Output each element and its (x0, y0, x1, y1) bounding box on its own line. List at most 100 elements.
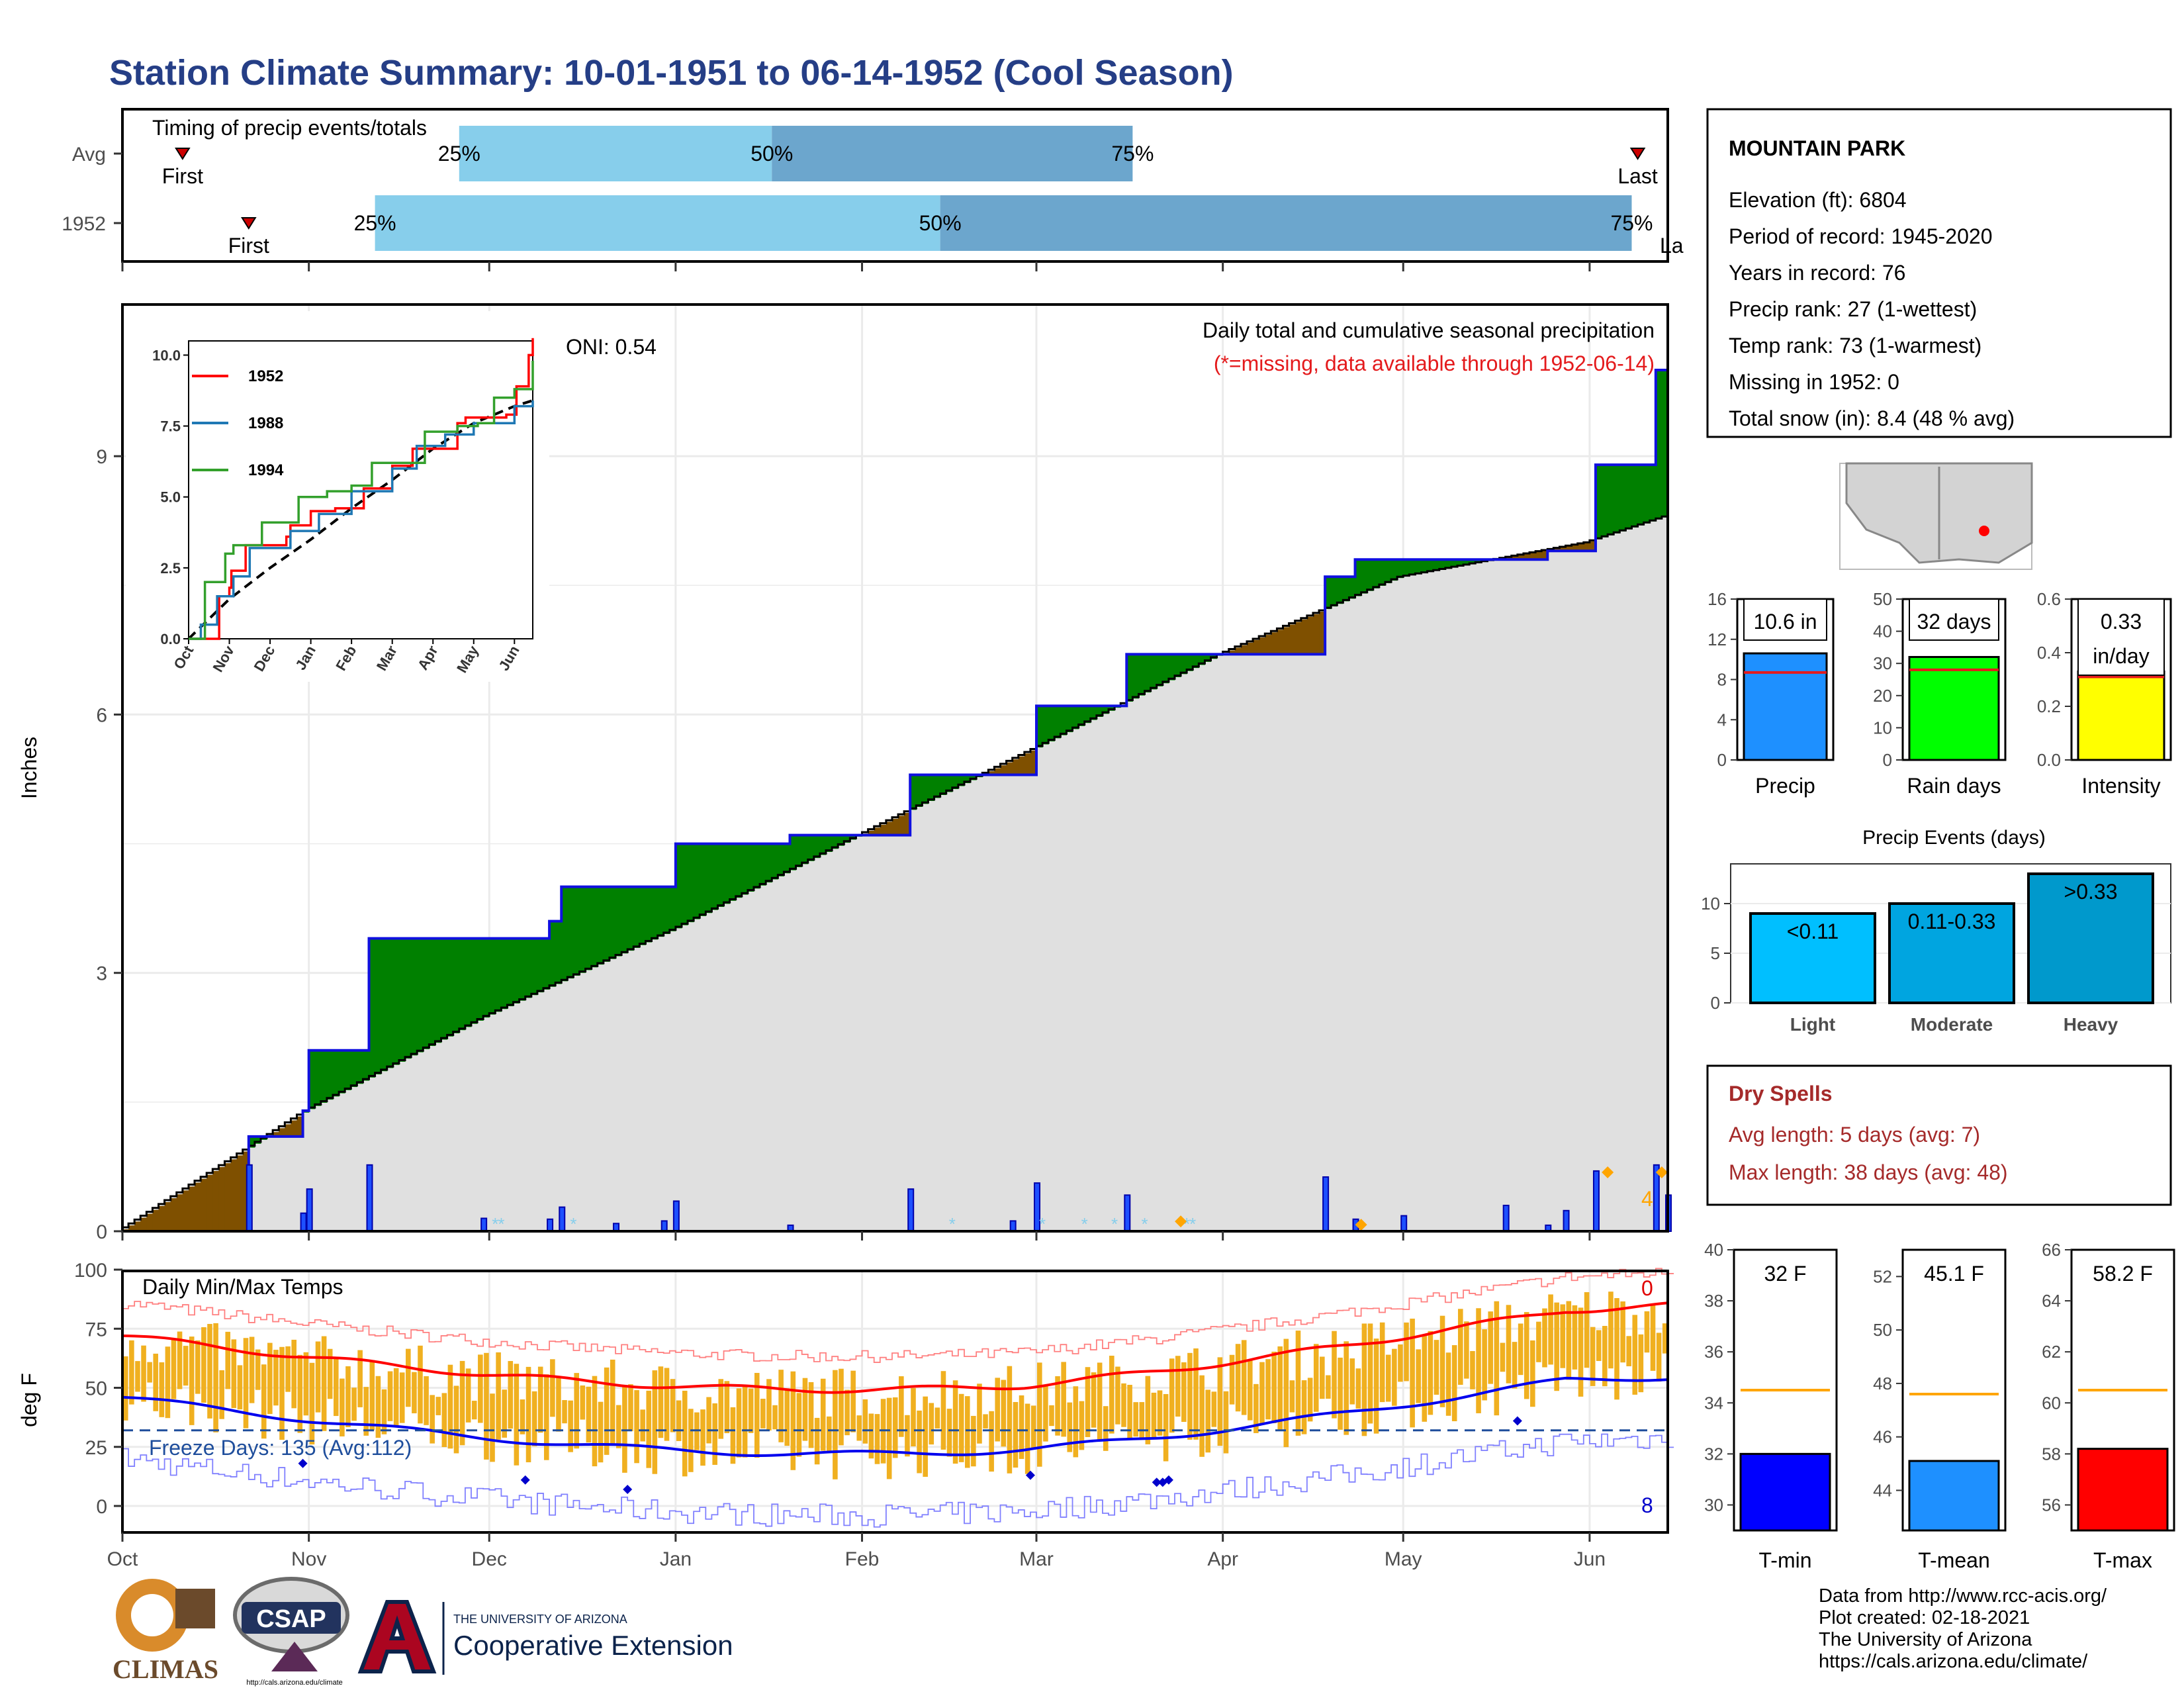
summary-tick-label: 16 (1707, 589, 1727, 609)
surplus-segment (1355, 559, 1362, 596)
daily-temp-bar (171, 1338, 177, 1399)
surplus-segment (741, 843, 749, 895)
surplus-segment (1409, 559, 1416, 575)
snow-total-marker (1602, 1166, 1614, 1179)
daily-temp-bar (177, 1331, 183, 1389)
daily-temp-bar (1079, 1401, 1085, 1450)
timing-p50: 50% (751, 142, 793, 165)
deficit-segment (296, 1116, 304, 1137)
climas-bar (175, 1589, 215, 1628)
temp-frame (121, 1270, 1669, 1534)
daily-temp-bar (297, 1354, 303, 1433)
deficit-segment (1319, 611, 1326, 655)
daily-temp-bar (1608, 1291, 1614, 1369)
daily-temp-bar (550, 1359, 555, 1417)
surplus-segment (1433, 559, 1440, 571)
min-count: 8 (1641, 1493, 1653, 1517)
daily-temp-bar (1512, 1342, 1518, 1389)
snow-total-marker (1175, 1215, 1187, 1228)
daily-temp-bar (165, 1346, 171, 1419)
daily-temp-bar (1253, 1383, 1259, 1433)
daily-temp-bar (267, 1342, 273, 1415)
daily-temp-bar (321, 1336, 327, 1431)
daily-temp-bar (1289, 1380, 1295, 1413)
daily-precip-bar (1563, 1209, 1570, 1232)
station-info-line: Years in record: 76 (1729, 261, 1905, 285)
daily-temp-bar (1175, 1356, 1181, 1417)
daily-temp-bar (447, 1364, 453, 1449)
tempbar-value-label: 32 F (1764, 1262, 1806, 1286)
daily-temp-bar (946, 1409, 952, 1457)
surplus-segment (729, 843, 737, 901)
surplus-segment (1385, 559, 1392, 584)
surplus-segment (1126, 654, 1133, 702)
record-low-marker (1163, 1475, 1173, 1485)
daily-temp-bar (537, 1366, 543, 1433)
daily-temp-bar (1115, 1366, 1120, 1425)
daily-temp-bar (1169, 1358, 1175, 1433)
surplus-segment (525, 938, 532, 998)
summary-value-label: 32 days (1917, 610, 1991, 633)
daily-temp-bar (934, 1407, 940, 1429)
daily-temp-bar (562, 1400, 567, 1424)
surplus-segment (1631, 465, 1639, 528)
daily-temp-bar (917, 1410, 922, 1474)
summary-tick-label: 20 (1873, 686, 1892, 706)
daily-precip-bar (907, 1188, 915, 1233)
daily-temp-bar (141, 1345, 146, 1402)
daily-temp-bar (827, 1416, 832, 1452)
daily-temp-bar (1506, 1305, 1512, 1383)
deficit-segment (158, 1205, 165, 1231)
event-bar-label: <0.11 (1787, 919, 1839, 943)
first-label: First (162, 164, 203, 188)
dry-title: Dry Spells (1729, 1082, 1833, 1105)
tempbar-tick-label: 66 (2042, 1240, 2061, 1260)
daily-temp-bar (1458, 1309, 1463, 1385)
daily-temp-bar (231, 1339, 237, 1409)
deficit-segment (1247, 642, 1253, 655)
daily-temp-bar (586, 1386, 592, 1443)
daily-precip-bar (1322, 1176, 1330, 1232)
event-bar-name: Light (1790, 1014, 1835, 1035)
surplus-segment (314, 1050, 322, 1106)
snow-total-marker (1655, 1166, 1668, 1179)
surplus-segment (1391, 559, 1398, 581)
surplus-segment (669, 886, 676, 931)
deficit-segment (242, 1151, 250, 1231)
daily-temp-bar (1049, 1405, 1054, 1427)
timing-bar-25-50 (375, 195, 940, 251)
surplus-segment (1649, 465, 1657, 522)
daily-temp-bar (129, 1340, 134, 1405)
surplus-segment (1168, 654, 1175, 680)
snow-total-marker (1355, 1219, 1367, 1231)
daily-temp-bar (381, 1389, 387, 1434)
deficit-segment (1559, 547, 1567, 551)
surplus-segment (1174, 654, 1181, 677)
surplus-segment (332, 1050, 340, 1097)
daily-temp-bar (706, 1397, 711, 1444)
surplus-segment (1619, 465, 1627, 532)
surplus-segment (1403, 559, 1410, 577)
timing-row-label: 1952 (62, 213, 106, 235)
tempbar-tick-label: 34 (1704, 1393, 1723, 1413)
daily-temp-bar (730, 1407, 736, 1464)
daily-temp-bar (249, 1336, 255, 1403)
daily-temp-bar (1584, 1292, 1590, 1368)
tempbar-T-min (1739, 1452, 1831, 1532)
ua-a-mark (357, 1600, 437, 1673)
summary-bar-Precip (1743, 652, 1828, 761)
first-marker (240, 217, 257, 230)
record-low-marker (623, 1485, 633, 1495)
daily-temp-bar (940, 1371, 946, 1450)
daily-temp-bar (820, 1378, 826, 1451)
surplus-segment (308, 1050, 316, 1109)
temp-ytick-label: 75 (85, 1319, 107, 1340)
surplus-segment (1361, 559, 1368, 594)
daily-temp-bar (496, 1352, 501, 1440)
summary-tick-label: 0.0 (2037, 750, 2061, 770)
daily-temp-bar (1518, 1323, 1524, 1376)
deficit-segment (146, 1213, 154, 1231)
daily-temp-bar (1037, 1362, 1042, 1467)
daily-temp-bar (923, 1396, 928, 1477)
